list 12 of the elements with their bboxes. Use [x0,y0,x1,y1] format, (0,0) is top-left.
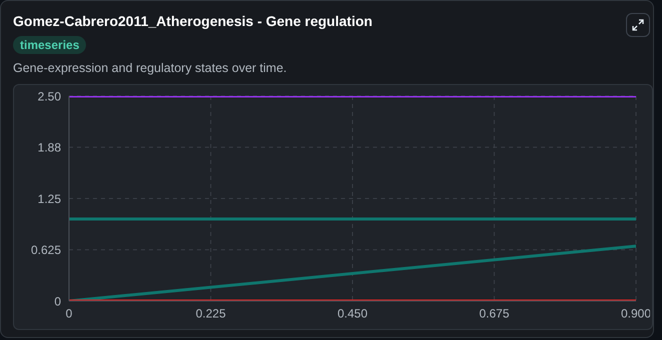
text: timeseries [13,36,86,54]
y-tick-label: 1.88 [38,140,62,155]
x-tick-label: 0.225 [196,306,226,321]
y-tick-label: 2.50 [38,89,62,104]
y-tick-label: 0 [54,294,62,308]
y-tick-label: 0.625 [30,243,62,258]
chart-title: Gomez-Cabrero2011_Atherogenesis - Gene regulation [13,13,372,29]
chart-subtitle: Gene-expression and regulatory states over time. [13,61,287,75]
x-tick-label: 0.675 [479,306,510,321]
y-tick-label: 1.25 [38,192,62,206]
x-tick-label: 0 [66,306,73,321]
x-tick-label: 0.450 [337,306,368,321]
